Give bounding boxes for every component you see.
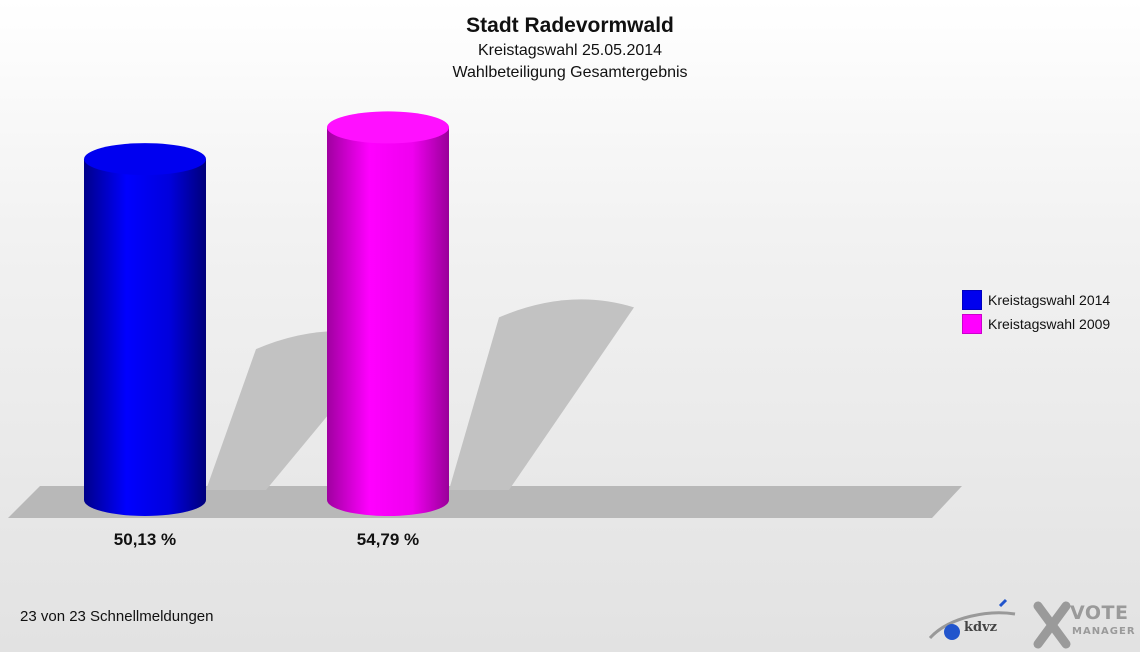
bar-body xyxy=(84,159,206,516)
chart-title: Stadt Radevormwald xyxy=(466,14,674,37)
legend-label-2014: Kreistagswahl 2014 xyxy=(988,292,1111,308)
bar-top xyxy=(84,143,206,176)
legend-item-2014: Kreistagswahl 2014 xyxy=(962,288,1110,312)
legend: Kreistagswahl 2014 Kreistagswahl 2009 xyxy=(962,288,1110,336)
kdvz-wordmark: kdvz xyxy=(964,620,998,635)
bar-value-label: 54,79 % xyxy=(356,530,420,549)
legend-item-2009: Kreistagswahl 2009 xyxy=(962,312,1110,336)
title-block: Stadt Radevormwald Kreistagswahl 25.05.2… xyxy=(0,12,1140,84)
bar-value-label: 50,13 % xyxy=(113,530,177,549)
kdvz-swoosh-icon xyxy=(928,598,1071,649)
vote-wordmark: VOTE xyxy=(1070,602,1129,624)
bar-shadow xyxy=(449,299,634,490)
report-count: 23 von 23 Schnellmeldungen xyxy=(20,608,214,625)
bar-top xyxy=(327,111,449,144)
bars-layer xyxy=(84,111,634,516)
vote-manager-logo: kdvz VOTE MANAGER xyxy=(920,598,1136,650)
legend-swatch-2009 xyxy=(962,314,982,334)
chart-subtitle-metric: Wahlbeteiligung Gesamtergebnis xyxy=(452,64,688,81)
chart-subtitle-election: Kreistagswahl 25.05.2014 xyxy=(477,42,663,59)
manager-wordmark: MANAGER xyxy=(1072,626,1136,637)
bar-body xyxy=(327,127,449,516)
legend-label-2009: Kreistagswahl 2009 xyxy=(988,316,1111,332)
legend-swatch-2014 xyxy=(962,290,982,310)
floor-plane xyxy=(8,486,962,518)
